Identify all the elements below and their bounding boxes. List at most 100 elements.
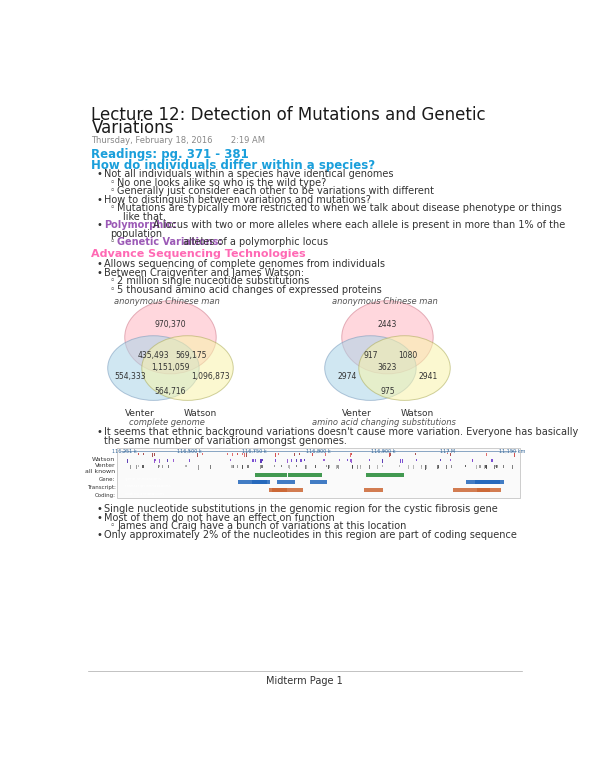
Text: 2941: 2941 bbox=[418, 372, 437, 381]
Text: Readings: pg. 371 - 381: Readings: pg. 371 - 381 bbox=[92, 148, 249, 161]
Text: Watson: Watson bbox=[401, 409, 434, 418]
Bar bbox=[167, 459, 168, 462]
Bar bbox=[261, 459, 262, 463]
Bar bbox=[231, 465, 233, 467]
Text: Coding:: Coding: bbox=[95, 493, 115, 497]
Bar bbox=[450, 459, 451, 460]
Text: complete genome: complete genome bbox=[130, 418, 205, 427]
Text: 970,370: 970,370 bbox=[155, 320, 186, 329]
Bar bbox=[360, 465, 361, 469]
Text: Between Craigventer and James Watson:: Between Craigventer and James Watson: bbox=[104, 268, 304, 278]
Text: coding annotations...: coding annotations... bbox=[125, 492, 168, 496]
Bar bbox=[389, 453, 390, 457]
Bar bbox=[351, 453, 352, 455]
Bar bbox=[203, 465, 204, 468]
Text: anonymous Chinese man: anonymous Chinese man bbox=[114, 297, 220, 306]
Ellipse shape bbox=[125, 300, 216, 373]
Bar bbox=[304, 459, 305, 461]
Text: How to distinguish between variations and mutations?: How to distinguish between variations an… bbox=[104, 195, 371, 205]
Bar bbox=[312, 453, 314, 456]
Bar bbox=[230, 459, 231, 460]
Bar bbox=[497, 465, 498, 468]
Text: Watson: Watson bbox=[184, 409, 217, 418]
Text: Lecture 12: Detection of Mutations and Genetic: Lecture 12: Detection of Mutations and G… bbox=[92, 106, 486, 124]
Bar bbox=[299, 453, 300, 454]
Text: 2974: 2974 bbox=[337, 372, 357, 381]
Bar bbox=[453, 488, 490, 492]
Text: •: • bbox=[96, 530, 102, 540]
Text: Venter: Venter bbox=[95, 463, 115, 467]
Text: Only approximately 2% of the nucleotides in this region are part of coding seque: Only approximately 2% of the nucleotides… bbox=[104, 530, 516, 540]
Bar bbox=[477, 488, 500, 492]
Text: ◦: ◦ bbox=[109, 276, 114, 286]
Bar bbox=[136, 465, 137, 469]
Bar bbox=[484, 459, 485, 464]
Ellipse shape bbox=[342, 300, 433, 373]
Bar bbox=[294, 453, 295, 456]
Bar bbox=[456, 453, 457, 456]
Text: Gene:: Gene: bbox=[99, 477, 115, 482]
Bar bbox=[233, 465, 234, 468]
Bar bbox=[512, 465, 513, 469]
Text: 1,151,059: 1,151,059 bbox=[151, 363, 190, 372]
Bar bbox=[158, 465, 159, 468]
Bar bbox=[451, 465, 452, 468]
Text: 116,750 k: 116,750 k bbox=[242, 449, 266, 454]
Bar bbox=[426, 459, 427, 462]
Text: ◦: ◦ bbox=[109, 237, 114, 246]
Text: 569,175: 569,175 bbox=[175, 351, 206, 360]
Text: •: • bbox=[96, 220, 102, 230]
Text: James and Craig have a bunch of variations at this location: James and Craig have a bunch of variatio… bbox=[117, 521, 406, 531]
Bar bbox=[238, 480, 267, 484]
Text: •: • bbox=[96, 195, 102, 205]
Bar bbox=[255, 473, 287, 477]
Text: •: • bbox=[96, 268, 102, 278]
Text: Variations: Variations bbox=[92, 119, 174, 137]
Bar bbox=[202, 453, 203, 456]
Bar bbox=[351, 459, 352, 463]
Text: Genetic Variations:: Genetic Variations: bbox=[117, 237, 223, 247]
Bar bbox=[328, 465, 329, 469]
Text: 117 M: 117 M bbox=[440, 449, 455, 454]
Text: population: population bbox=[110, 229, 162, 239]
Text: Midterm Page 1: Midterm Page 1 bbox=[266, 676, 343, 686]
Bar bbox=[186, 465, 187, 467]
Bar bbox=[142, 465, 144, 468]
Text: •: • bbox=[96, 169, 102, 179]
Text: ◦: ◦ bbox=[109, 521, 114, 531]
Text: 116,900 k: 116,900 k bbox=[371, 449, 395, 454]
Text: 116,800 k: 116,800 k bbox=[306, 449, 331, 454]
Text: 975: 975 bbox=[380, 387, 395, 397]
Text: 3623: 3623 bbox=[378, 363, 397, 372]
Bar bbox=[184, 453, 185, 457]
Text: ◦: ◦ bbox=[109, 285, 114, 294]
Bar bbox=[227, 453, 228, 455]
Bar bbox=[287, 459, 288, 463]
Text: 116,251 k: 116,251 k bbox=[112, 449, 137, 454]
Text: Polymorphic:: Polymorphic: bbox=[104, 220, 176, 230]
Text: •: • bbox=[96, 513, 102, 523]
Bar bbox=[419, 465, 420, 470]
Bar bbox=[275, 465, 276, 469]
Text: Generally just consider each other to be variations with different: Generally just consider each other to be… bbox=[117, 186, 434, 196]
Bar bbox=[357, 465, 358, 469]
Text: 917: 917 bbox=[363, 351, 378, 360]
Bar bbox=[306, 465, 307, 469]
Ellipse shape bbox=[142, 336, 233, 400]
Bar bbox=[152, 453, 153, 457]
Text: 564,716: 564,716 bbox=[155, 387, 186, 397]
Bar bbox=[323, 459, 324, 461]
Text: Most of them do not have an effect on function: Most of them do not have an effect on fu… bbox=[104, 513, 334, 523]
Bar bbox=[300, 459, 302, 462]
Text: ◦: ◦ bbox=[109, 186, 114, 196]
Bar bbox=[275, 453, 276, 457]
Text: No one looks alike so who is the wild type?: No one looks alike so who is the wild ty… bbox=[117, 178, 326, 188]
Bar bbox=[252, 459, 254, 463]
Bar bbox=[350, 459, 351, 461]
Text: like that.: like that. bbox=[123, 212, 166, 222]
Bar bbox=[262, 459, 263, 461]
Text: 1080: 1080 bbox=[398, 351, 417, 360]
Bar bbox=[252, 480, 270, 484]
Text: the same number of variation amongst genomes.: the same number of variation amongst gen… bbox=[104, 436, 347, 446]
Text: 1,096,873: 1,096,873 bbox=[192, 372, 230, 381]
